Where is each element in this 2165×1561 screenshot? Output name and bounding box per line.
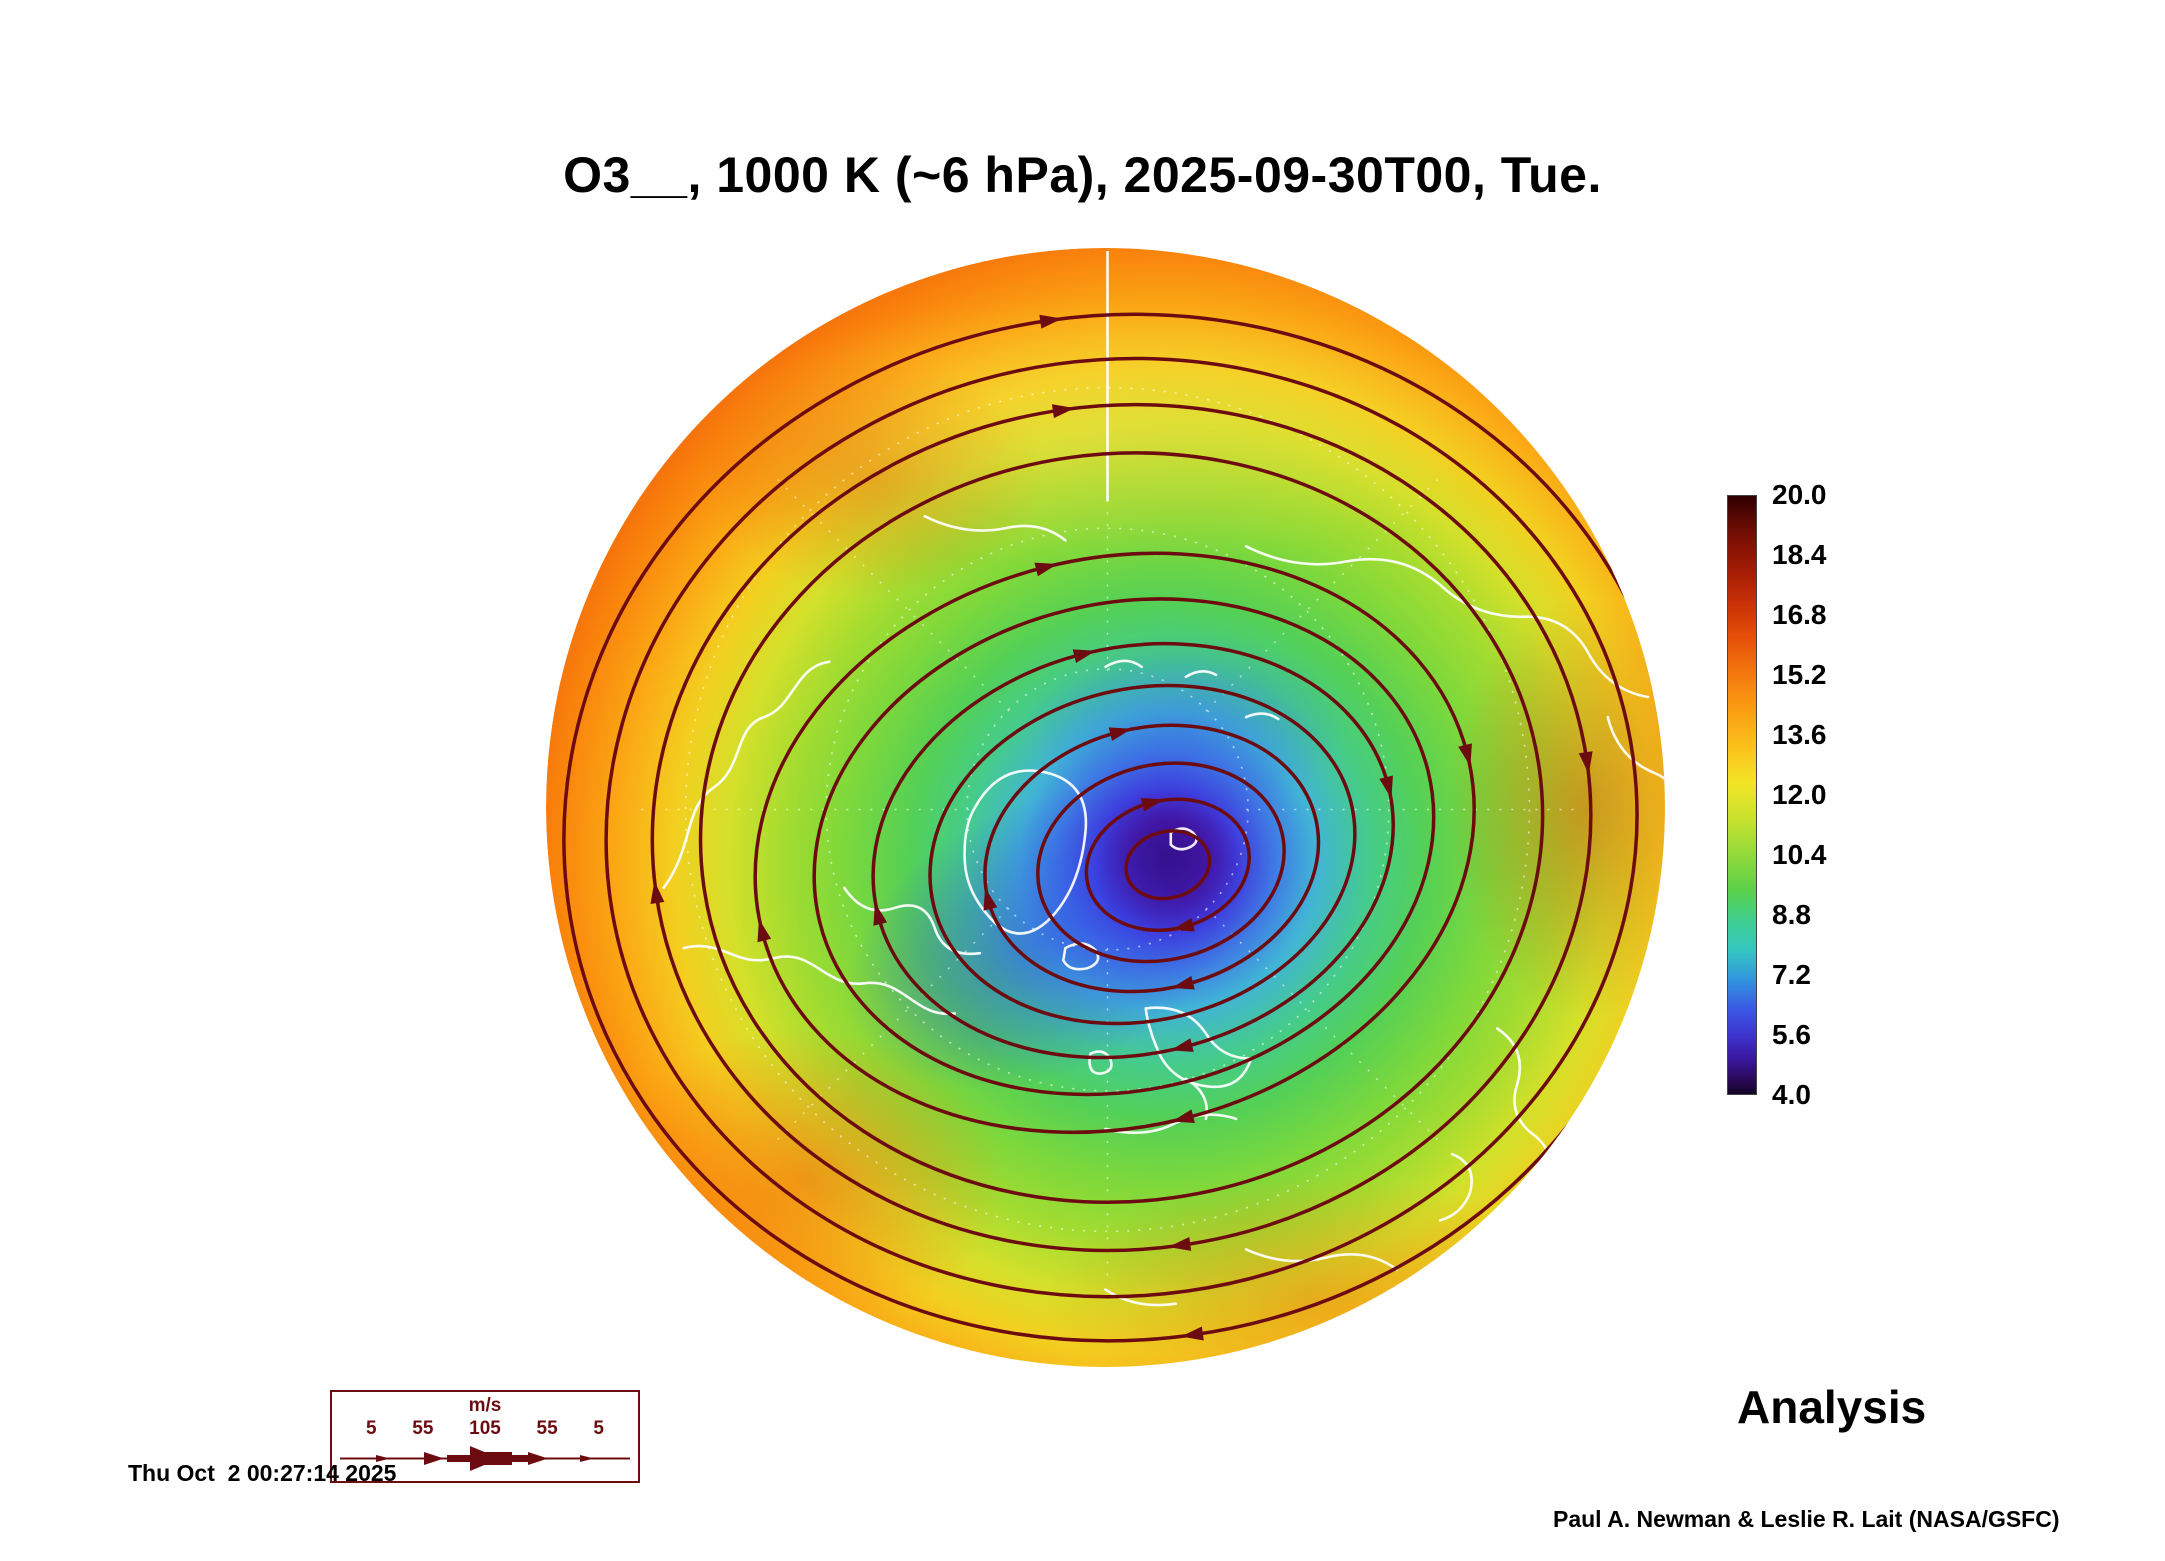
wind-legend-value: 105 — [469, 1418, 501, 1439]
wind-legend-value: 55 — [412, 1418, 434, 1439]
polar-map — [546, 248, 1665, 1367]
colorbar-tick-label: 15.2 — [1772, 659, 1827, 690]
colorbar-tick-label: 10.4 — [1772, 839, 1827, 870]
colorbar-tick-label: 20.0 — [1772, 479, 1827, 510]
colorbar-tick-label: 16.8 — [1772, 599, 1827, 630]
wind-arrow-icon — [376, 1455, 390, 1462]
wind-legend: m/s 5 55 105 55 5 — [330, 1390, 640, 1483]
wind-arrow-icon — [424, 1452, 444, 1465]
plot-timestamp: Thu Oct 2 00:27:14 2025 — [128, 1460, 397, 1486]
colorbar-tick-label: 12.0 — [1772, 779, 1827, 810]
colorbar-tick-label: 7.2 — [1772, 959, 1811, 990]
credit-line: Paul A. Newman & Leslie R. Lait (NASA/GS… — [1553, 1506, 2060, 1532]
wind-legend-value: 5 — [593, 1418, 604, 1439]
wind-arrow-icon — [580, 1455, 594, 1462]
colorbar-tick-label: 5.6 — [1772, 1019, 1811, 1050]
analysis-label: Analysis — [1737, 1381, 1927, 1433]
wind-arrow-scale — [340, 1446, 630, 1471]
figure-title: O3__, 1000 K (~6 hPa), 2025-09-30T00, Tu… — [563, 147, 1602, 203]
colorbar-tick-labels: 20.0 18.4 16.8 15.2 13.6 12.0 10.4 8.8 7.2 5.6 4.0 — [1772, 481, 1827, 1109]
wind-legend-value: 5 — [366, 1418, 377, 1439]
wind-arrow-icon — [528, 1452, 548, 1465]
colorbar-gradient — [1727, 495, 1757, 1095]
colorbar-tick-label: 13.6 — [1772, 719, 1827, 750]
wind-arrow-icon — [470, 1446, 500, 1471]
colorbar-tick-label: 4.0 — [1772, 1079, 1811, 1110]
colorbar-tick-label: 18.4 — [1772, 539, 1827, 570]
wind-legend-units: m/s — [468, 1395, 502, 1416]
wind-legend-values: 5 55 105 55 5 — [332, 1418, 638, 1440]
wind-legend-value: 55 — [536, 1418, 558, 1439]
colorbar-tick-label: 8.8 — [1772, 899, 1811, 930]
